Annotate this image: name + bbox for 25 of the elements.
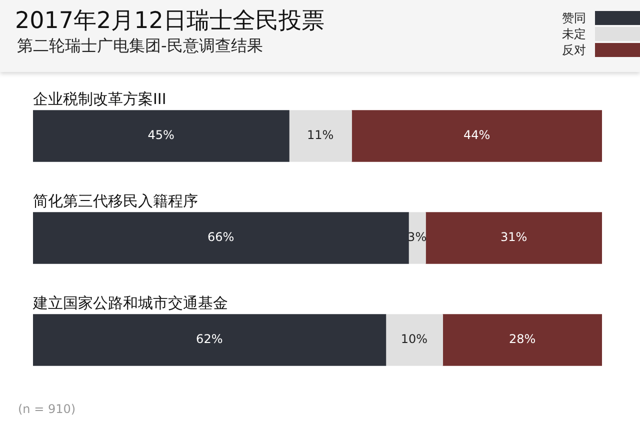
data-label: 45% — [148, 128, 174, 142]
bar — [351, 110, 602, 162]
text: (n = 910) — [18, 402, 76, 417]
data-label: 28% — [509, 332, 536, 346]
bar — [442, 314, 602, 366]
bar — [288, 110, 352, 162]
data-label: 11% — [307, 128, 334, 142]
legend-label: 赞同 — [562, 11, 586, 25]
bar — [33, 314, 386, 366]
data-label: 31% — [500, 230, 528, 244]
bar — [33, 110, 290, 162]
legend-label: 未定 — [562, 27, 586, 41]
chart-subtitle: 第二轮瑞士广电集团-民意调查结果 — [17, 36, 263, 56]
data-label: 66% — [207, 230, 234, 244]
bar — [385, 314, 444, 366]
y-tick-label: 企业税制改革方案III — [33, 90, 166, 108]
legend-label: 反对 — [562, 43, 586, 57]
y-tick-label: 简化第三代移民入籍程序 — [33, 192, 198, 210]
bar — [33, 212, 409, 264]
data-label: 10% — [400, 332, 428, 346]
bar — [425, 212, 602, 264]
data-label: 44% — [463, 128, 490, 142]
data-label: 62% — [196, 332, 223, 346]
y-tick-label: 建立国家公路和城市交通基金 — [32, 294, 228, 312]
chart-title: 2017年2月12日瑞士全民投票 — [15, 7, 324, 36]
